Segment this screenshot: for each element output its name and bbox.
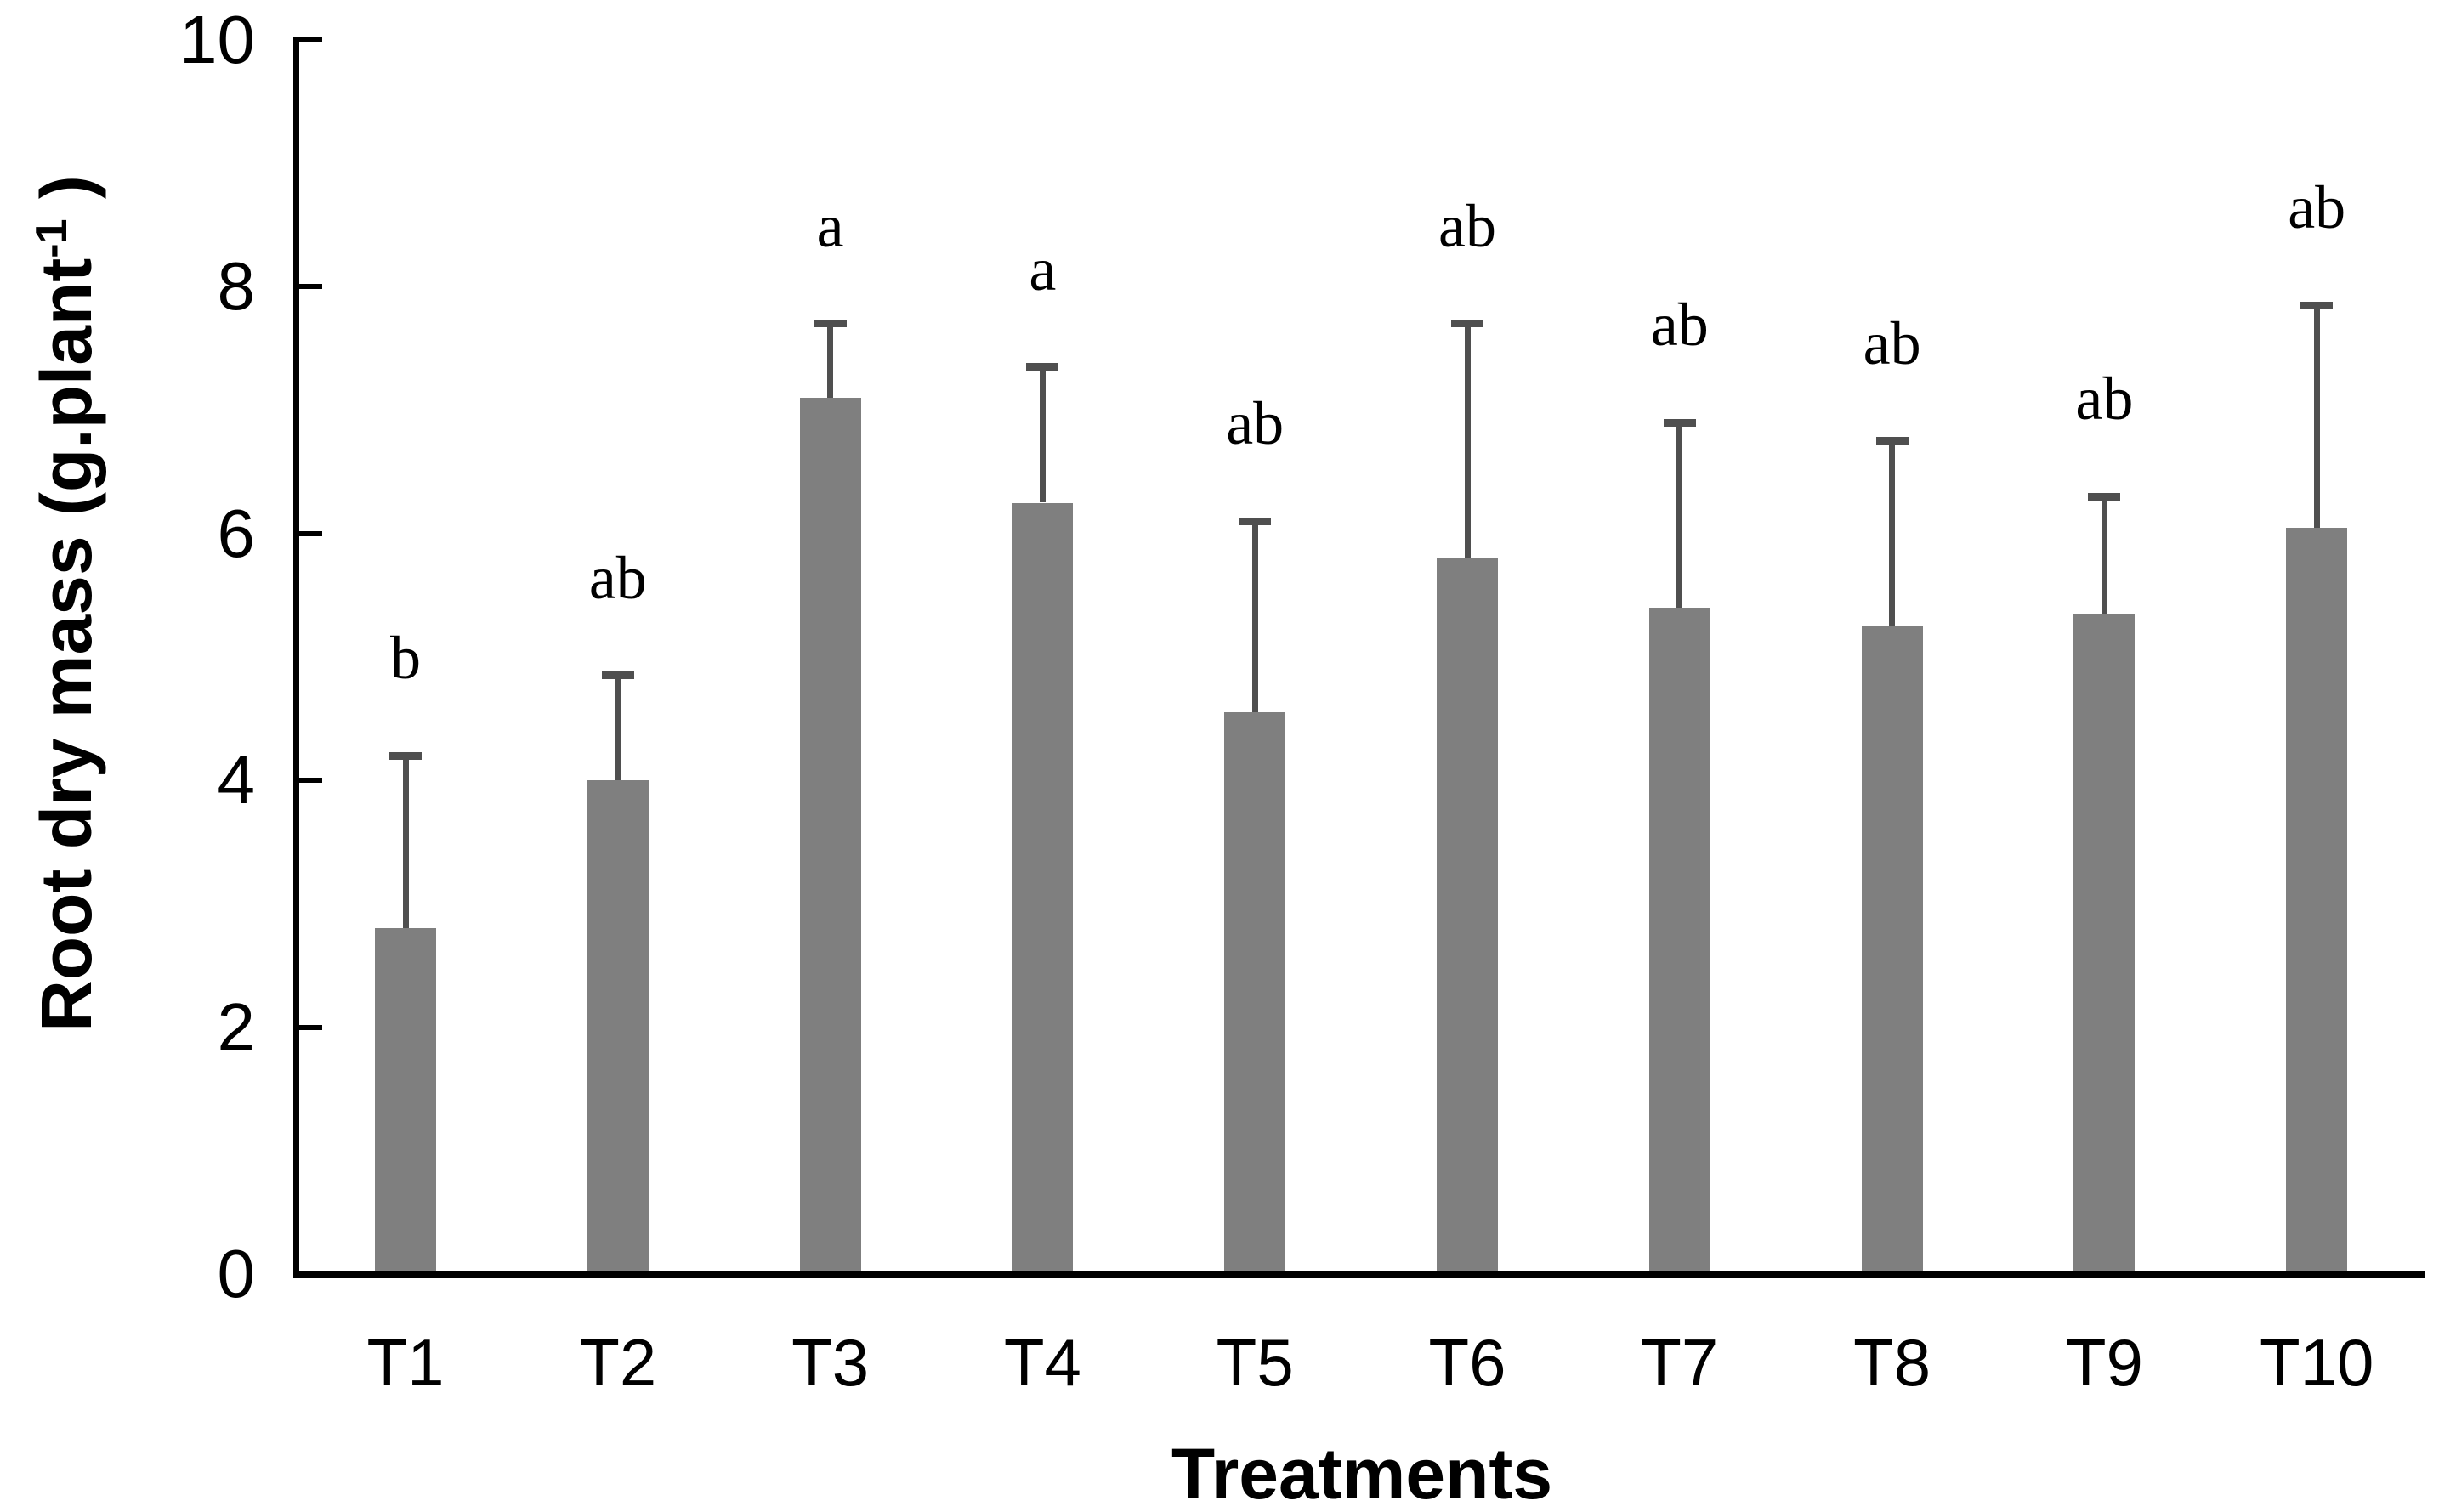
x-category-label: T5 xyxy=(1216,1325,1294,1400)
error-bar-cap xyxy=(2088,492,2121,501)
bar xyxy=(1012,502,1074,1271)
error-bar-cap xyxy=(1451,320,1483,328)
significance-letter: ab xyxy=(2288,173,2346,242)
x-category-label: T7 xyxy=(1641,1325,1719,1400)
bar xyxy=(1224,712,1286,1271)
x-category-label: T3 xyxy=(791,1325,870,1400)
significance-letter: ab xyxy=(1438,191,1496,260)
y-tick-mark xyxy=(299,1024,322,1030)
significance-letter: ab xyxy=(588,543,647,612)
error-bar-stem xyxy=(2101,496,2107,614)
y-tick-label: 4 xyxy=(217,742,256,818)
significance-letter: b xyxy=(390,624,421,693)
x-category-label: T1 xyxy=(366,1325,445,1400)
error-bar-cap xyxy=(2300,301,2334,309)
significance-letter: ab xyxy=(2075,365,2134,433)
error-bar-stem xyxy=(1889,440,1896,626)
y-axis-title-text: Root dry mass (g.plant xyxy=(26,258,106,1032)
error-bar-cap xyxy=(1239,517,1272,525)
error-bar-stem xyxy=(827,323,834,399)
y-tick-mark xyxy=(299,37,322,42)
y-tick-mark xyxy=(299,284,322,290)
error-bar-cap xyxy=(1663,418,1696,427)
x-axis-title: Treatments xyxy=(1171,1434,1553,1512)
bar xyxy=(375,928,436,1271)
significance-letter: a xyxy=(1029,235,1057,303)
significance-letter: ab xyxy=(1226,389,1285,458)
error-bar-stem xyxy=(615,675,621,781)
bar xyxy=(1648,607,1710,1271)
y-tick-label: 8 xyxy=(217,248,256,325)
x-category-label: T8 xyxy=(1853,1325,1931,1400)
bar xyxy=(2286,527,2348,1271)
x-category-label: T4 xyxy=(1003,1325,1081,1400)
error-bar-cap xyxy=(389,751,422,760)
x-category-label: T6 xyxy=(1428,1325,1506,1400)
bar xyxy=(1437,558,1498,1271)
error-bar-stem xyxy=(1039,366,1046,503)
error-bar-cap xyxy=(601,671,634,680)
x-category-label: T9 xyxy=(2065,1325,2143,1400)
y-tick-mark xyxy=(299,530,322,536)
y-tick-label: 2 xyxy=(217,988,256,1065)
error-bar-stem xyxy=(1251,521,1258,713)
y-tick-label: 0 xyxy=(217,1236,256,1311)
bar xyxy=(1861,626,1923,1271)
significance-letter: ab xyxy=(1863,309,1921,377)
error-bar-stem xyxy=(2313,305,2320,528)
error-bar-stem xyxy=(402,756,409,929)
x-category-label: T10 xyxy=(2259,1325,2374,1400)
error-bar-stem xyxy=(1676,422,1683,608)
significance-letter: ab xyxy=(1650,291,1709,360)
bar xyxy=(587,780,649,1271)
y-axis-title-suffix: ) xyxy=(26,175,106,219)
x-category-label: T2 xyxy=(579,1325,657,1400)
y-tick-label: 6 xyxy=(217,495,256,571)
y-tick-mark xyxy=(299,778,322,784)
significance-letter: a xyxy=(816,191,844,260)
y-tick-label: 10 xyxy=(179,2,255,77)
y-axis-line xyxy=(293,37,299,1278)
error-bar-cap xyxy=(1026,363,1059,371)
bar xyxy=(799,398,861,1271)
bar xyxy=(2073,614,2136,1271)
error-bar-cap xyxy=(814,320,847,328)
x-axis-line xyxy=(293,1271,2425,1278)
error-bar-stem xyxy=(1464,323,1471,558)
error-bar-cap xyxy=(1875,437,1909,445)
